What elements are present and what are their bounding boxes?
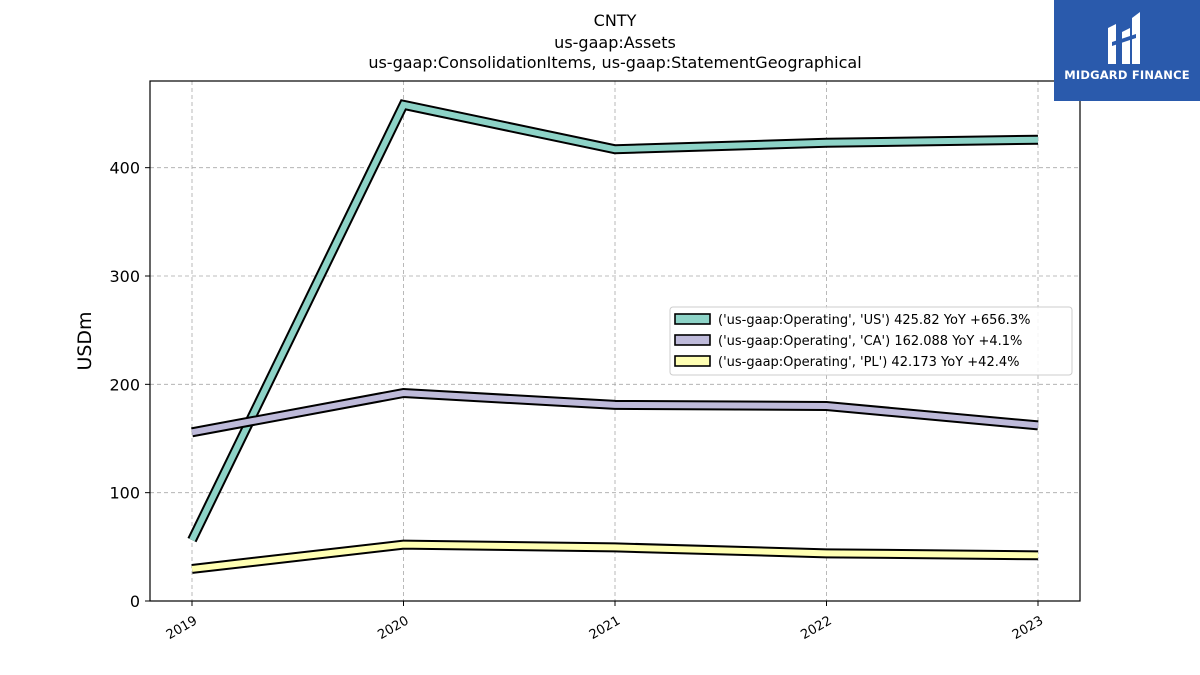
midgard-finance-logo: MIDGARD FINANCE: [1054, 0, 1200, 101]
x-axis-ticks: 2019 2020 2021 2022 2023: [164, 601, 1046, 643]
legend-box: [669, 306, 1073, 376]
series-2-line: [191, 541, 1039, 572]
series-0: [187, 99, 1039, 543]
chart-title-line-1: CNTY: [594, 11, 637, 30]
legend-swatch-2: [674, 355, 711, 367]
y-tick-label-0: 0: [130, 592, 140, 611]
y-axis-ticks: 0 100 200 300 400: [109, 159, 150, 611]
y-tick-label-4: 400: [109, 159, 140, 178]
logo-mark-icon: [1108, 12, 1140, 64]
series-1-line: [191, 389, 1039, 436]
series-0-line: [189, 101, 1039, 542]
x-tick-label-3: 2022: [798, 613, 834, 643]
x-tick-label-0: 2019: [164, 613, 200, 643]
series-lines: [187, 99, 1039, 574]
legend-label-0: ('us-gaap:Operating', 'US') 425.82 YoY +…: [718, 313, 1030, 328]
y-axis-label: USDm: [74, 311, 96, 370]
legend-label-2: ('us-gaap:Operating', 'PL') 42.173 YoY +…: [718, 355, 1019, 370]
series-2: [191, 539, 1039, 574]
legend-swatch-0: [674, 313, 711, 325]
legend: ('us-gaap:Operating', 'US') 425.82 YoY +…: [669, 306, 1073, 376]
series-1: [191, 387, 1039, 438]
x-tick-label-4: 2023: [1010, 613, 1046, 643]
legend-label-1: ('us-gaap:Operating', 'CA') 162.088 YoY …: [718, 334, 1022, 349]
x-tick-label-2: 2021: [587, 613, 623, 643]
chart-title: CNTY us-gaap:Assets us-gaap:Consolidatio…: [368, 11, 861, 72]
y-tick-label-1: 100: [109, 484, 140, 503]
chart-title-line-2: us-gaap:Assets: [554, 33, 676, 52]
logo-text: MIDGARD FINANCE: [1064, 68, 1190, 82]
y-tick-label-3: 300: [109, 267, 140, 286]
legend-swatch-1: [674, 334, 711, 346]
x-tick-label-1: 2020: [375, 613, 411, 643]
chart-title-line-3: us-gaap:ConsolidationItems, us-gaap:Stat…: [368, 53, 861, 72]
y-tick-label-2: 200: [109, 375, 140, 394]
